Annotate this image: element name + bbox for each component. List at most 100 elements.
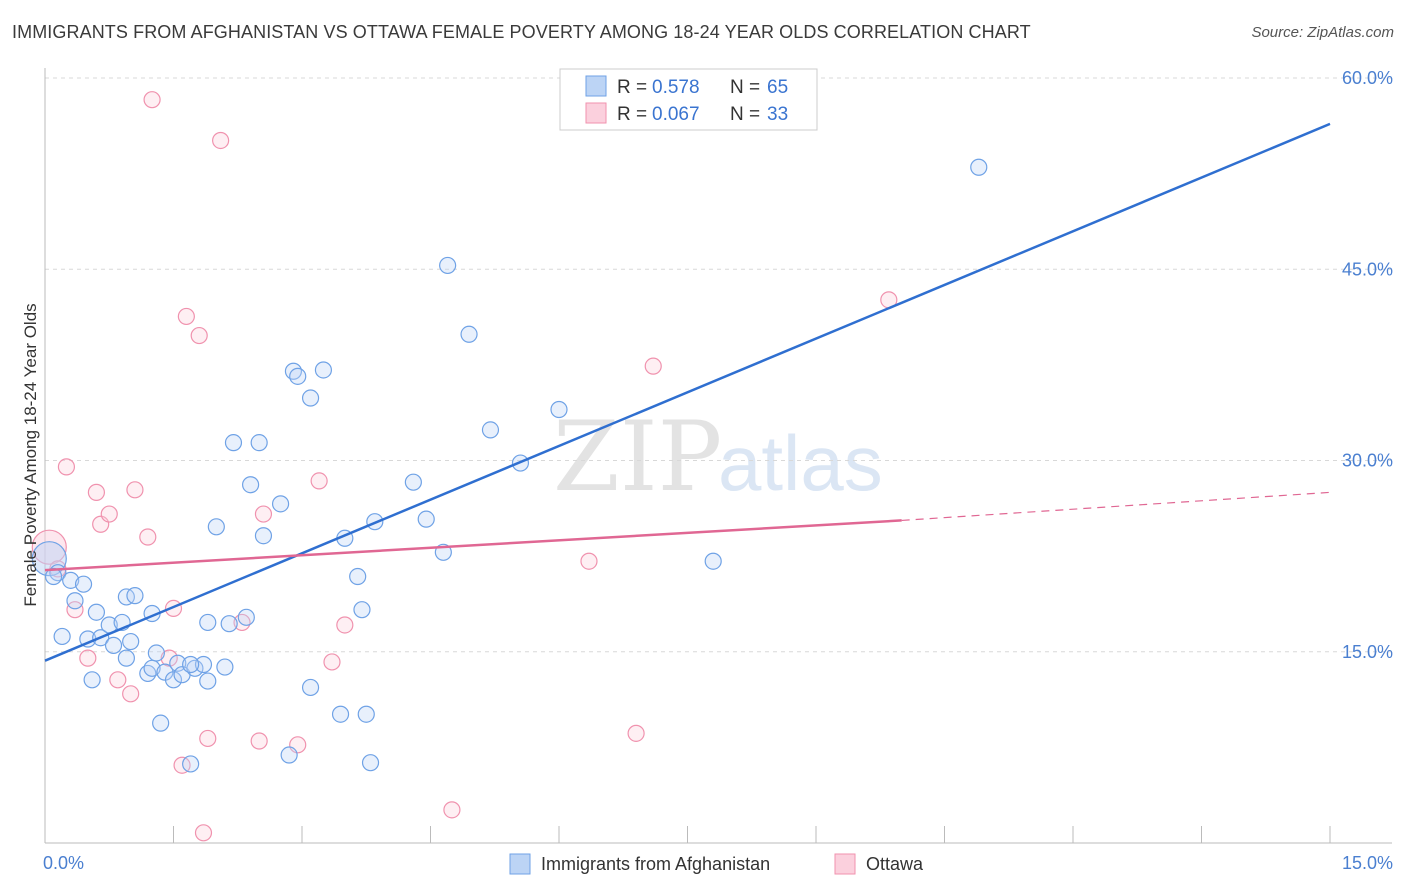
bottom-legend-label-afghanistan: Immigrants from Afghanistan [541, 854, 770, 874]
ottawa-point-26 [323, 653, 341, 671]
y-axis-label: Female Poverty Among 18-24 Year Olds [21, 303, 40, 606]
legend: R = 0.578 N = 65 R = 0.067 N = 33 [559, 68, 818, 131]
ottawa-point-23 [254, 505, 273, 523]
ottawa-point-31 [644, 357, 662, 375]
ottawa-point-19 [194, 824, 213, 842]
watermark: ZIP atlas [553, 401, 883, 513]
afghanistan-point-31 [237, 608, 255, 626]
afghanistan-points [31, 158, 988, 773]
afghanistan-point-5 [66, 592, 84, 610]
afghanistan-point-26 [199, 672, 217, 690]
afghanistan-point-47 [349, 567, 367, 586]
legend-r-value-2: 0.067 [652, 104, 700, 125]
bottom-legend-label-ottawa: Ottawa [866, 854, 924, 874]
afghanistan-point-40 [301, 389, 320, 407]
y-tick-labels: 15.0% 30.0% 45.0% 60.0% [1342, 68, 1393, 662]
afghanistan-point-6 [53, 627, 71, 646]
afghanistan-point-37 [271, 495, 290, 513]
afghanistan-point-28 [182, 755, 200, 773]
bottom-legend: Immigrants from Afghanistan Ottawa [509, 853, 924, 875]
chart-title: IMMIGRANTS FROM AFGHANISTAN VS OTTAWA FE… [12, 22, 1031, 42]
afghanistan-point-41 [314, 361, 333, 379]
bottom-legend-swatch-blue [509, 853, 531, 875]
legend-r-label-2: R = [617, 104, 647, 125]
afghanistan-point-16 [83, 671, 101, 689]
ottawa-point-27 [336, 616, 354, 634]
y-tick-label-2: 45.0% [1342, 259, 1393, 279]
ottawa-point-15 [173, 756, 191, 774]
ottawa-point-20 [212, 131, 230, 150]
x-tick-label-1: 15.0% [1342, 853, 1393, 873]
ottawa-point-30 [627, 724, 645, 742]
afghanistan-point-32 [207, 518, 225, 536]
watermark-zip: ZIP [553, 401, 722, 513]
afghanistan-point-34 [242, 476, 260, 494]
afghanistan-point-44 [331, 705, 350, 723]
afghanistan-point-14 [104, 636, 123, 654]
ottawa-trend-extension [901, 491, 1331, 522]
afghanistan-point-60 [970, 158, 988, 176]
afghanistan-point-27 [152, 714, 170, 732]
y-tick-label-0: 15.0% [1342, 642, 1393, 662]
legend-n-label-1: N = [730, 77, 760, 98]
afghanistan-point-52 [417, 510, 435, 528]
ottawa-point-2 [66, 601, 84, 619]
afghanistan-point-45 [357, 705, 375, 723]
bottom-legend-swatch-pink [834, 853, 856, 875]
afghanistan-point-56 [481, 421, 500, 439]
afghanistan-point-15 [117, 649, 135, 667]
ottawa-point-29 [580, 552, 598, 570]
x-tick-labels: 0.0% 15.0% [43, 853, 1393, 873]
afghanistan-point-29 [216, 658, 234, 676]
afghanistan-point-25 [194, 655, 213, 674]
afghanistan-point-49 [361, 754, 380, 772]
ottawa-point-16 [177, 307, 195, 326]
afghanistan-point-30 [220, 615, 238, 633]
ottawa-point-25 [310, 472, 328, 490]
legend-r-value-1: 0.578 [652, 77, 700, 98]
x-tick-label-0: 0.0% [43, 853, 84, 873]
ottawa-point-18 [199, 729, 217, 748]
afghanistan-point-36 [254, 527, 273, 545]
trend-lines [44, 122, 1331, 662]
legend-swatch-blue [585, 75, 607, 97]
watermark-atlas: atlas [718, 419, 883, 507]
ottawa-point-5 [87, 483, 106, 501]
afghanistan-point-54 [439, 256, 457, 275]
y-tick-label-1: 30.0% [1342, 451, 1393, 471]
afghanistan-point-13 [126, 587, 144, 605]
afghanistan-point-35 [250, 434, 268, 452]
ottawa-point-9 [122, 685, 140, 703]
afghanistan-point-61 [122, 632, 140, 651]
afghanistan-point-63 [182, 655, 200, 674]
afghanistan-trend-line [44, 122, 1331, 662]
afghanistan-point-43 [301, 678, 320, 697]
y-tick-label-3: 60.0% [1342, 68, 1393, 88]
ottawa-point-4 [79, 649, 97, 667]
afghanistan-point-51 [404, 473, 422, 491]
ottawa-point-11 [139, 528, 157, 546]
legend-n-value-1: 65 [767, 77, 788, 98]
grid-lines [45, 77, 1392, 653]
source-label: Source: ZipAtlas.com [1251, 24, 1394, 41]
ottawa-point-28 [443, 801, 461, 819]
afghanistan-point-59 [704, 552, 722, 570]
ottawa-trend-line [44, 519, 902, 572]
afghanistan-point-21 [164, 671, 183, 689]
afghanistan-point-33 [224, 434, 243, 452]
afghanistan-point-19 [147, 644, 165, 662]
afghanistan-point-55 [460, 325, 478, 343]
legend-swatch-pink [585, 102, 607, 124]
legend-n-value-2: 33 [767, 104, 788, 125]
afghanistan-point-39 [289, 367, 307, 385]
afghanistan-point-3 [62, 571, 80, 589]
ottawa-point-10 [126, 481, 144, 499]
ottawa-point-12 [143, 91, 161, 109]
legend-n-label-2: N = [730, 104, 760, 125]
ottawa-point-13 [160, 649, 178, 667]
legend-r-label-1: R = [617, 77, 647, 98]
afghanistan-point-48 [353, 601, 371, 619]
afghanistan-point-12 [117, 588, 135, 606]
ottawa-point-8 [109, 671, 127, 689]
